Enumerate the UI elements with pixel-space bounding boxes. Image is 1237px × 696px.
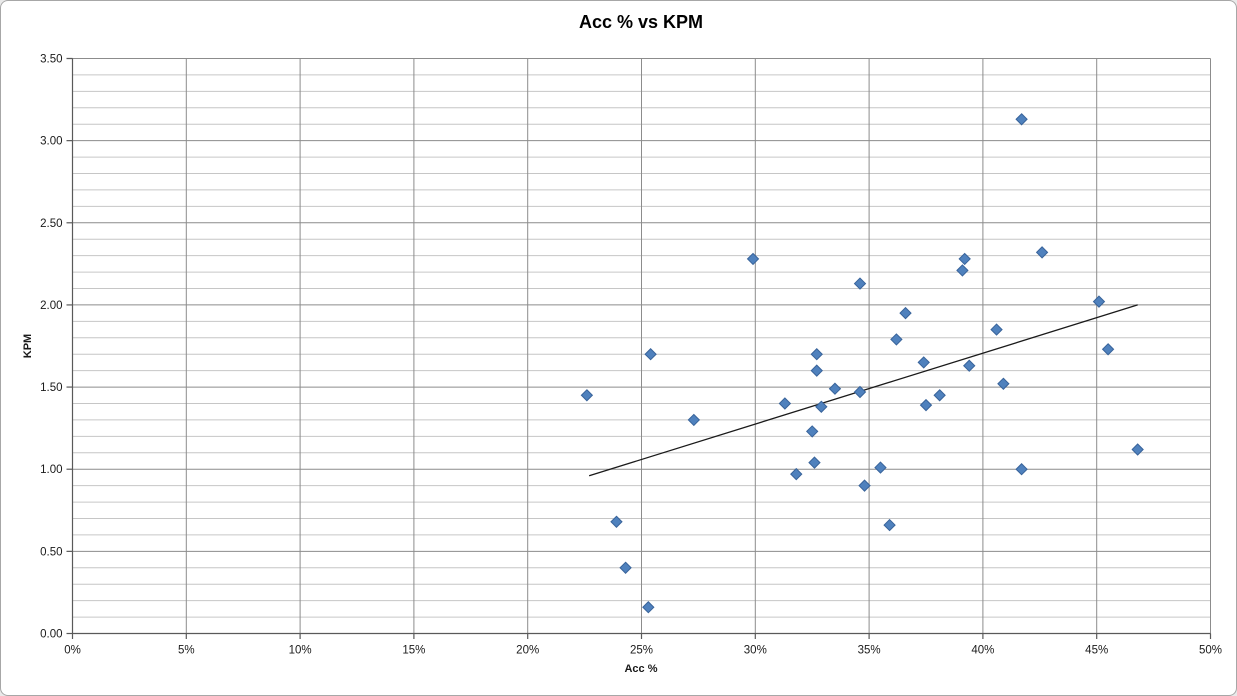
data-point-marker bbox=[853, 385, 867, 399]
x-tick-label: 5% bbox=[178, 645, 195, 657]
y-tick-label: 1.50 bbox=[40, 382, 62, 394]
x-tick-label: 45% bbox=[1085, 645, 1108, 657]
data-point-marker bbox=[899, 306, 912, 320]
data-point-marker bbox=[963, 359, 976, 372]
data-point-marker bbox=[810, 364, 823, 377]
data-point-marker bbox=[619, 561, 632, 574]
y-tick-label: 1.00 bbox=[40, 464, 62, 476]
y-tick-label: 0.00 bbox=[40, 629, 62, 641]
data-point-marker bbox=[828, 382, 842, 395]
y-axis-title: KPM bbox=[22, 333, 34, 359]
data-point-marker bbox=[642, 601, 655, 614]
data-point-marker bbox=[580, 389, 594, 402]
chart-title: Acc % vs KPM bbox=[578, 12, 704, 32]
x-tick-label: 50% bbox=[1199, 645, 1222, 657]
x-tick-label: 40% bbox=[971, 645, 994, 657]
data-point-marker bbox=[917, 356, 930, 369]
data-point-marker bbox=[853, 277, 867, 290]
data-point-marker bbox=[790, 467, 803, 481]
data-point-marker bbox=[1015, 113, 1028, 126]
y-tick-label: 3.50 bbox=[40, 54, 62, 66]
data-point-marker bbox=[687, 413, 701, 427]
data-point-marker bbox=[1101, 343, 1115, 356]
y-tick-labels: 0.00 0.50 1.00 1.50 2.00 2.50 3.00 3.50 bbox=[40, 54, 62, 641]
x-tick-labels: 0% 5% 10% 15% 20% 25% 30% 35% 40% 45% 50% bbox=[64, 645, 1222, 657]
data-point-marker bbox=[808, 456, 821, 469]
data-point-marker bbox=[746, 252, 760, 266]
data-point-marker bbox=[956, 264, 969, 277]
y-tick-label: 2.00 bbox=[40, 300, 62, 312]
data-points bbox=[580, 113, 1144, 614]
data-point-marker bbox=[1131, 443, 1144, 456]
y-tick-label: 2.50 bbox=[40, 218, 62, 230]
data-point-marker bbox=[990, 323, 1003, 336]
data-point-marker bbox=[810, 348, 823, 361]
data-point-marker bbox=[958, 252, 971, 266]
data-point-marker bbox=[644, 348, 657, 361]
data-point-marker bbox=[815, 400, 828, 413]
data-point-marker bbox=[858, 479, 871, 492]
y-tick-label: 3.00 bbox=[40, 136, 62, 148]
data-point-marker bbox=[1015, 463, 1028, 476]
y-tick-label: 0.50 bbox=[40, 546, 62, 558]
x-tick-label: 15% bbox=[402, 645, 425, 657]
axes bbox=[66, 57, 1212, 639]
x-tick-label: 0% bbox=[64, 645, 81, 657]
data-point-marker bbox=[933, 389, 946, 402]
data-point-marker bbox=[919, 398, 933, 412]
data-point-marker bbox=[778, 397, 792, 410]
x-tick-label: 10% bbox=[289, 645, 312, 657]
x-axis-title: Acc % bbox=[624, 663, 658, 675]
data-point-marker bbox=[1035, 246, 1049, 259]
vertical-gridlines bbox=[185, 58, 1211, 634]
data-point-marker bbox=[805, 425, 819, 438]
x-tick-label: 25% bbox=[630, 645, 653, 657]
x-tick-label: 35% bbox=[858, 645, 881, 657]
data-point-marker bbox=[883, 518, 896, 532]
data-point-marker bbox=[890, 333, 903, 346]
x-tick-label: 30% bbox=[744, 645, 767, 657]
data-point-marker bbox=[874, 461, 887, 474]
data-point-marker bbox=[610, 515, 623, 528]
x-tick-label: 20% bbox=[516, 645, 539, 657]
data-point-marker bbox=[1092, 295, 1106, 308]
data-point-marker bbox=[997, 377, 1010, 390]
